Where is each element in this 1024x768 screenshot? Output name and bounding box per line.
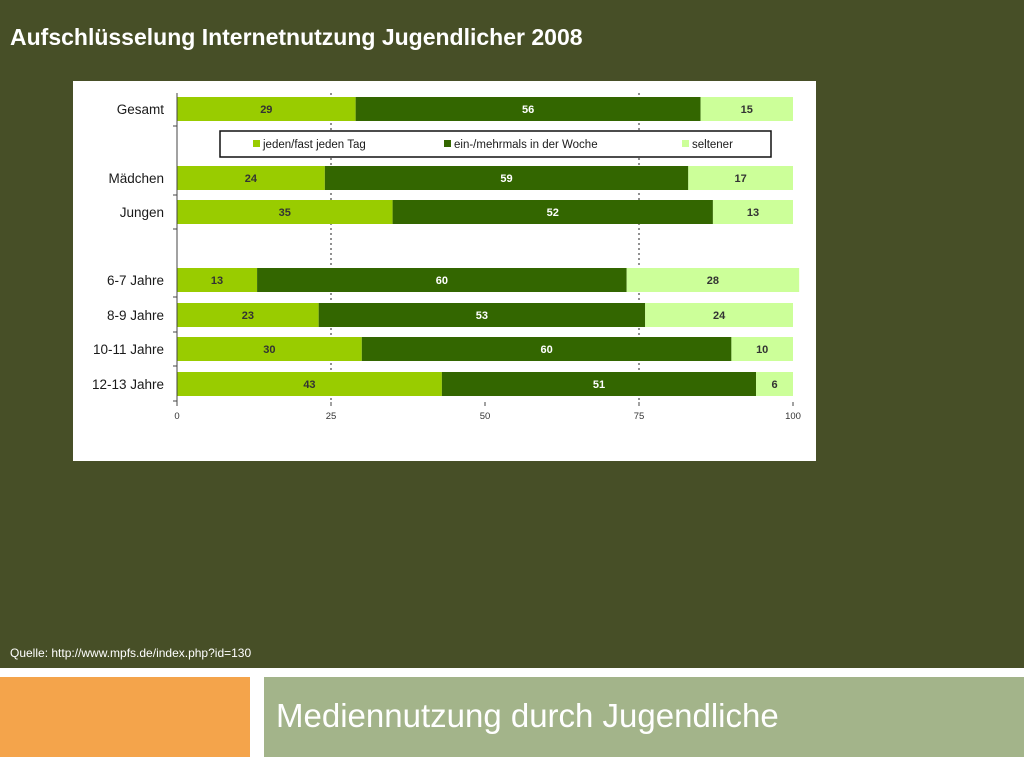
- legend-label: ein-/mehrmals in der Woche: [454, 139, 598, 151]
- data-label: 24: [245, 173, 258, 185]
- bar-0-1: [355, 97, 701, 121]
- chart-panel: 29 56 15 Gesamt 24 59 17 Mädchen 35 52 13 Jungen 13 6…: [73, 81, 816, 461]
- data-label: 28: [707, 275, 719, 287]
- category-label: 10-11 Jahre: [93, 342, 164, 357]
- data-label: 59: [500, 173, 512, 185]
- x-tick-label: 0: [174, 411, 179, 422]
- data-label: 23: [242, 310, 254, 322]
- bar-4-1: [318, 303, 646, 327]
- data-label: 51: [593, 379, 605, 391]
- bar-4-2: [645, 303, 793, 327]
- bar-6-0: [177, 372, 442, 396]
- bar-3-1: [257, 268, 627, 292]
- x-tick-label: 50: [480, 411, 491, 422]
- bar-5-0: [177, 337, 362, 361]
- data-label: 15: [741, 104, 753, 116]
- bar-0-2: [700, 97, 793, 121]
- legend-box: [219, 130, 772, 158]
- bar-2-2: [712, 200, 793, 224]
- data-label: 10: [756, 344, 768, 356]
- stacked-bar-chart: 29 56 15 Gesamt 24 59 17 Mädchen 35 52 13 Jungen 13 6…: [92, 93, 801, 422]
- data-label: 60: [436, 275, 448, 287]
- bar-2-1: [392, 200, 713, 224]
- data-label: 35: [279, 207, 291, 219]
- bar-2-0: [177, 200, 393, 224]
- data-label: 13: [211, 275, 223, 287]
- data-label: 56: [522, 104, 534, 116]
- category-label: 6-7 Jahre: [107, 273, 164, 288]
- data-label: 30: [263, 344, 275, 356]
- bar-4-0: [177, 303, 319, 327]
- bar-0-0: [177, 97, 356, 121]
- footer-divider: [0, 668, 1024, 677]
- bar-1-0: [177, 166, 325, 190]
- category-label: Jungen: [120, 205, 164, 220]
- x-tick-label: 25: [326, 411, 337, 422]
- slide-title: Aufschlüsselung Internetnutzung Jugendli…: [10, 24, 583, 50]
- data-label: 52: [547, 207, 559, 219]
- category-label: Gesamt: [117, 102, 165, 117]
- category-label: Mädchen: [108, 171, 164, 186]
- data-label: 6: [771, 379, 777, 391]
- footer-bottom-strip: [0, 757, 1024, 768]
- data-label: 13: [747, 207, 759, 219]
- legend-label: jeden/fast jeden Tag: [262, 139, 366, 151]
- bar-5-2: [731, 337, 793, 361]
- footer-accent-block: [0, 677, 250, 757]
- legend-swatch: [444, 140, 451, 147]
- category-label: 12-13 Jahre: [92, 377, 164, 392]
- category-label: 8-9 Jahre: [107, 308, 164, 323]
- footer-title: Mediennutzung durch Jugendliche: [276, 697, 779, 734]
- bar-6-1: [441, 372, 757, 396]
- data-label: 29: [260, 104, 272, 116]
- data-label: 24: [713, 310, 726, 322]
- legend-swatch: [682, 140, 689, 147]
- data-label: 53: [476, 310, 488, 322]
- bar-6-2: [756, 372, 793, 396]
- footer-title-bar: [264, 677, 1024, 757]
- source-note: Quelle: http://www.mpfs.de/index.php?id=…: [10, 646, 252, 660]
- bar-5-1: [361, 337, 732, 361]
- bar-1-2: [688, 166, 793, 190]
- legend-label: seltener: [692, 139, 733, 151]
- bar-3-0: [177, 268, 258, 292]
- footer-gap: [250, 677, 264, 768]
- x-tick-label: 100: [785, 411, 801, 422]
- data-label: 17: [735, 173, 747, 185]
- data-label: 60: [540, 344, 552, 356]
- bar-3-2: [626, 268, 800, 292]
- x-tick-label: 75: [634, 411, 645, 422]
- bar-1-1: [324, 166, 689, 190]
- legend-swatch: [253, 140, 260, 147]
- data-label: 43: [303, 379, 315, 391]
